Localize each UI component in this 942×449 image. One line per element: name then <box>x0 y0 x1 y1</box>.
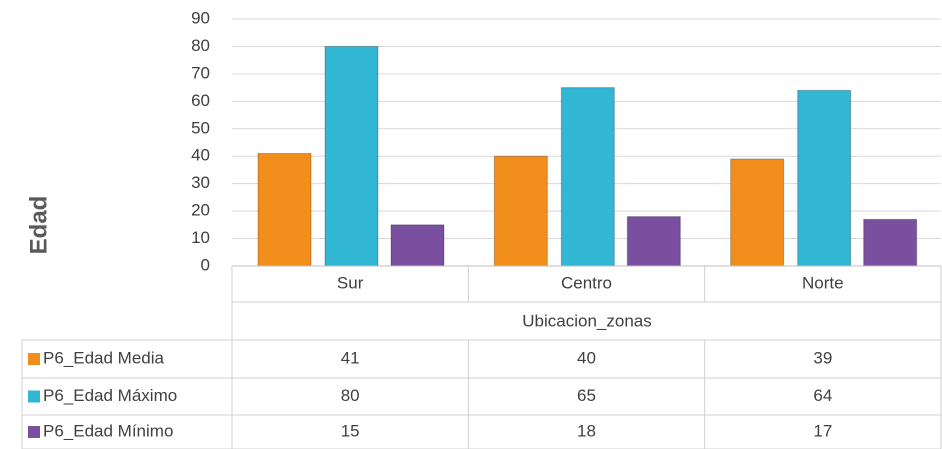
legend-label: P6_Edad Media <box>43 348 165 367</box>
y-axis-label: Edad <box>25 196 52 255</box>
y-tick-label: 10 <box>191 228 210 247</box>
y-tick-label: 40 <box>191 146 210 165</box>
table-value: 41 <box>341 348 360 367</box>
y-tick-label: 60 <box>191 91 210 110</box>
legend-label: P6_Edad Mínimo <box>43 421 173 440</box>
bar <box>493 155 548 267</box>
bar <box>797 89 852 267</box>
bar <box>863 218 918 267</box>
bar <box>560 87 615 267</box>
x-axis-label: Ubicacion_zonas <box>522 311 651 330</box>
y-tick-label: 20 <box>191 201 210 220</box>
table-value: 39 <box>813 348 832 367</box>
y-tick-label: 0 <box>201 255 210 274</box>
x-tick-label: Centro <box>561 273 612 292</box>
legend-swatch <box>28 390 40 403</box>
table-value: 18 <box>577 421 596 440</box>
y-tick-label: 90 <box>191 8 210 27</box>
table-value: 65 <box>577 386 596 405</box>
bar <box>626 216 681 267</box>
y-tick-label: 50 <box>191 118 210 137</box>
bar <box>390 224 445 267</box>
table-value: 17 <box>813 421 832 440</box>
bar <box>730 158 785 267</box>
x-tick-label: Norte <box>802 273 844 292</box>
x-tick-label: Sur <box>337 273 364 292</box>
y-tick-label: 80 <box>191 36 210 55</box>
bar <box>324 45 379 267</box>
table-value: 15 <box>341 421 360 440</box>
legend-swatch <box>28 353 40 365</box>
table-value: 40 <box>577 348 596 367</box>
legend-label: P6_Edad Máximo <box>43 386 177 405</box>
bar <box>257 152 312 267</box>
table-value: 80 <box>341 386 360 405</box>
table-value: 64 <box>813 386 832 405</box>
y-tick-label: 70 <box>191 63 210 82</box>
y-tick-label: 30 <box>191 173 210 192</box>
legend-swatch <box>28 426 40 438</box>
